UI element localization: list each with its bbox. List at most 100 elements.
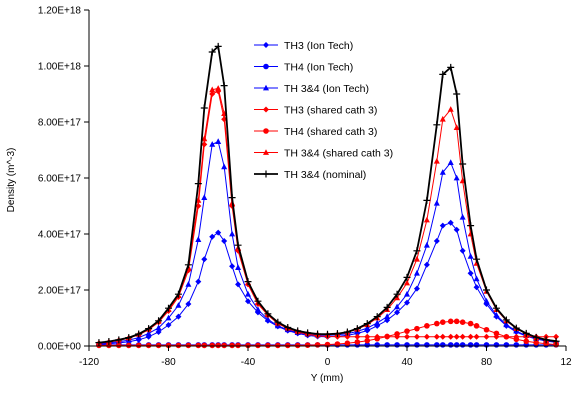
data-point xyxy=(245,342,251,349)
legend-swatch-marker xyxy=(263,63,269,70)
data-point xyxy=(447,318,454,325)
data-point xyxy=(184,261,192,269)
data-point xyxy=(228,194,236,202)
data-point xyxy=(284,342,291,349)
data-point xyxy=(364,337,371,344)
data-point xyxy=(314,330,322,338)
data-point xyxy=(439,169,446,175)
data-point xyxy=(533,339,539,346)
data-point xyxy=(354,333,361,340)
data-point xyxy=(424,342,430,348)
data-point xyxy=(502,316,510,324)
data-point xyxy=(265,342,271,349)
data-point xyxy=(264,310,272,318)
data-point xyxy=(447,106,454,112)
x-tick-label: -120 xyxy=(79,357,99,368)
data-point xyxy=(364,324,371,331)
y-tick-label: 8.00E+17 xyxy=(38,118,82,129)
legend-entry: TH 3&4 (Ion Tech) xyxy=(254,83,369,95)
data-point xyxy=(447,63,455,71)
series-6 xyxy=(95,42,560,347)
data-point xyxy=(254,297,262,305)
x-tick-label: -40 xyxy=(241,357,256,368)
data-point xyxy=(234,241,242,249)
series-layer xyxy=(95,42,560,349)
data-point xyxy=(344,340,351,347)
data-point xyxy=(145,342,152,349)
data-point xyxy=(403,273,411,281)
data-point xyxy=(404,279,410,286)
data-point xyxy=(274,318,282,326)
data-point xyxy=(324,330,331,338)
data-point xyxy=(165,304,172,312)
data-point xyxy=(201,194,208,200)
data-point xyxy=(229,263,236,270)
data-point xyxy=(453,342,460,348)
y-axis-title: Density (m^-3) xyxy=(6,148,17,213)
data-point xyxy=(413,255,420,262)
data-point xyxy=(439,342,446,348)
data-point xyxy=(208,48,216,56)
data-point xyxy=(459,333,466,340)
data-point xyxy=(185,281,192,287)
data-point xyxy=(453,226,460,233)
data-point xyxy=(459,213,466,220)
data-point xyxy=(423,261,430,268)
x-tick-label: 40 xyxy=(401,357,413,368)
legend-swatch-marker xyxy=(262,170,270,178)
data-point xyxy=(473,275,480,282)
data-point xyxy=(165,342,172,349)
y-tick-label: 0.00E+00 xyxy=(38,342,82,353)
data-point xyxy=(394,331,400,337)
data-point xyxy=(364,333,371,340)
data-point xyxy=(284,324,292,332)
data-point xyxy=(334,341,341,347)
data-point xyxy=(553,333,560,340)
tick-label-layer: 0.00E+00 2.00E+17 4.00E+17 6.00E+17 8.00E+17… xyxy=(38,6,572,369)
data-point xyxy=(235,342,241,349)
data-point xyxy=(503,321,510,328)
data-point xyxy=(467,320,474,327)
data-point xyxy=(439,70,447,78)
data-point xyxy=(185,342,192,349)
x-tick-label: 12 xyxy=(560,357,572,368)
data-point xyxy=(254,306,261,312)
data-point xyxy=(439,319,446,326)
data-point xyxy=(453,333,460,340)
data-point xyxy=(221,342,227,349)
data-point xyxy=(194,180,202,188)
data-point xyxy=(453,318,460,325)
legend-label: TH 3&4 (shared cath 3) xyxy=(284,148,393,160)
data-point xyxy=(434,320,440,327)
data-point xyxy=(447,159,454,165)
data-point xyxy=(201,135,208,142)
data-point xyxy=(255,342,261,349)
data-point xyxy=(384,342,390,348)
data-point xyxy=(195,236,202,242)
y-tick-label: 6.00E+17 xyxy=(38,174,82,185)
y-tick-label: 4.00E+17 xyxy=(38,230,82,241)
data-point xyxy=(473,342,480,348)
data-point xyxy=(165,322,172,328)
x-tick-label: -80 xyxy=(161,357,176,368)
data-point xyxy=(473,333,480,340)
data-point xyxy=(414,342,420,348)
data-point xyxy=(125,342,132,349)
data-point xyxy=(473,255,481,263)
data-point xyxy=(404,333,410,340)
data-point xyxy=(503,333,510,340)
legend-label: TH4 (shared cath 3) xyxy=(284,126,377,138)
data-point xyxy=(175,302,182,308)
data-point xyxy=(483,333,490,340)
data-point xyxy=(483,297,490,304)
data-point xyxy=(394,303,401,310)
data-point xyxy=(433,157,440,164)
data-point xyxy=(433,333,440,340)
data-point xyxy=(483,326,490,333)
data-point xyxy=(433,238,440,244)
data-point xyxy=(105,338,113,346)
data-point xyxy=(201,141,208,148)
data-point xyxy=(414,325,420,332)
data-point xyxy=(404,290,410,297)
data-point xyxy=(459,160,467,168)
